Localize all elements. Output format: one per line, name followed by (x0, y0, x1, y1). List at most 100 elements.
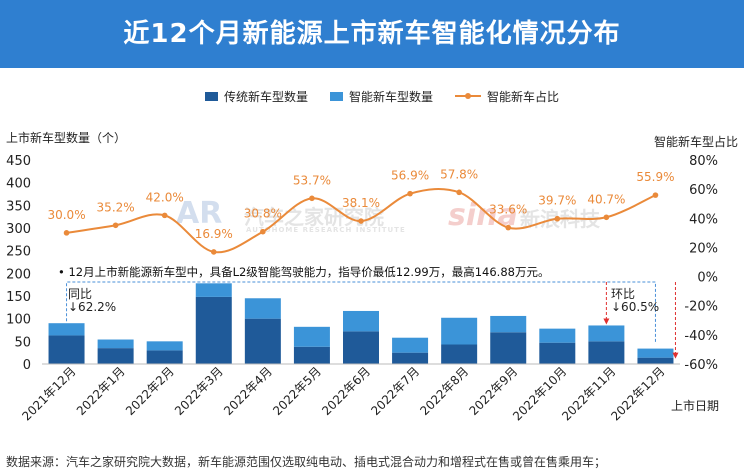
ratio-label-4: 30.8% (244, 207, 282, 221)
ratio-label-0: 30.0% (47, 208, 85, 222)
x-tick-5: 2022年5月 (270, 364, 324, 418)
bar-traditional-10 (539, 342, 576, 364)
ratio-label-5: 53.7% (293, 173, 331, 187)
ratio-label-2: 42.0% (146, 190, 184, 204)
y-left-tick-200: 200 (6, 267, 31, 282)
bar-traditional-12 (637, 357, 674, 364)
x-tick-0: 2021年12月 (19, 364, 78, 423)
bar-traditional-11 (588, 341, 625, 364)
bar-traditional-1 (97, 348, 134, 364)
ratio-point-8 (456, 189, 462, 196)
bar-traditional-5 (293, 346, 330, 364)
legend-item-smart: 智能新车型数量 (330, 88, 433, 105)
y-left-tick-0: 0 (23, 358, 31, 373)
ratio-point-1 (112, 222, 119, 229)
legend-label-traditional: 传统新车型数量 (224, 89, 309, 104)
ratio-label-11: 40.7% (587, 192, 625, 206)
y-left-tick-50: 50 (14, 335, 31, 350)
ratio-point-4 (260, 228, 266, 235)
y-right-tick-6: -40% (684, 329, 718, 344)
bar-smart-3 (195, 283, 232, 297)
y-axis-right-label: 智能新车型占比 (653, 135, 738, 149)
legend: 传统新车型数量 智能新车型数量 智能新车占比 (205, 87, 559, 105)
x-tick-6: 2022年6月 (319, 364, 373, 418)
ratio-point-5 (309, 195, 315, 202)
ratio-label-8: 57.8% (440, 167, 478, 181)
bar-traditional-8 (441, 344, 478, 364)
y-left-tick-300: 300 (6, 222, 31, 237)
bar-smart-4 (244, 298, 281, 319)
legend-swatch-traditional (205, 91, 218, 101)
y-left-tick-250: 250 (6, 245, 31, 260)
y-right-tick-1: 60% (689, 183, 718, 198)
chart-note: • 12月上市新能源新车型中，具备L2级智能驾驶能力，指导价最低12.99万，最… (58, 265, 550, 279)
ratio-point-7 (407, 190, 413, 197)
ratio-label-1: 35.2% (97, 200, 135, 214)
x-tick-3: 2022年3月 (172, 364, 226, 418)
ratio-point-11 (603, 214, 610, 221)
legend-label-ratio: 智能新车占比 (487, 89, 560, 104)
ratio-label-6: 38.1% (342, 196, 380, 210)
bar-traditional-2 (146, 350, 183, 364)
bar-traditional-7 (392, 352, 429, 364)
bar-smart-7 (392, 337, 429, 353)
y-right-tick-5: -20% (684, 300, 718, 315)
bar-smart-8 (441, 317, 478, 345)
ratio-point-2 (161, 212, 168, 219)
x-tick-1: 2022年1月 (74, 364, 128, 418)
x-axis-label: 上市日期 (671, 399, 720, 413)
x-axis-categories: 2021年12月2022年1月2022年2月2022年3月2022年4月2022… (19, 364, 667, 423)
ratio-point-6 (358, 218, 364, 224)
x-tick-2: 2022年2月 (123, 364, 177, 418)
mom-label: 环比 (611, 287, 636, 301)
y-right-tick-4: 0% (697, 271, 718, 286)
ratio-point-3 (210, 249, 217, 255)
ratio-point-10 (554, 215, 561, 222)
bar-traditional-9 (490, 332, 527, 364)
ratio-label-12: 55.9% (636, 170, 674, 184)
chart-title: 近12个月新能源上市新车智能化情况分布 (0, 0, 744, 68)
ratio-point-12 (652, 192, 659, 198)
y-left-tick-400: 400 (6, 177, 31, 192)
x-tick-9: 2022年9月 (466, 364, 520, 418)
y-left-tick-150: 150 (6, 290, 31, 305)
bar-traditional-0 (48, 335, 85, 364)
x-tick-4: 2022年4月 (221, 364, 275, 418)
bar-smart-9 (490, 315, 527, 333)
bar-traditional-3 (195, 296, 232, 364)
y-left-tick-350: 350 (6, 199, 31, 214)
annotation-lines (66, 281, 679, 359)
legend-swatch-ratio (455, 91, 482, 101)
bar-smart-6 (343, 310, 379, 332)
y-axis-left-label: 上市新车型数量（个） (6, 131, 127, 145)
bars-group (42, 283, 680, 365)
x-tick-7: 2022年7月 (368, 364, 422, 418)
bar-smart-5 (293, 326, 330, 347)
ratio-label-7: 56.9% (391, 169, 429, 183)
yoy-value: ↓62.2% (68, 300, 117, 314)
ratio-point-0 (63, 230, 70, 236)
data-source: 数据来源：汽车之家研究院大数据，新车能源范围仅选取纯电动、插电式混合动力和增程式… (6, 455, 607, 469)
x-tick-8: 2022年8月 (417, 364, 471, 418)
bar-smart-10 (539, 328, 576, 343)
y-right-tick-7: -60% (684, 358, 718, 373)
bar-smart-2 (146, 341, 183, 351)
y-right-tick-0: 80% (689, 154, 718, 169)
y-left-tick-450: 450 (6, 154, 31, 169)
legend-item-traditional: 传统新车型数量 (205, 88, 308, 105)
yoy-label: 同比 (68, 287, 93, 301)
y-axis-left: 0 50 100 150 200 250 300 350 400 450 (6, 154, 31, 373)
ratio-point-9 (505, 224, 512, 231)
bar-smart-12 (637, 348, 674, 358)
bar-smart-11 (588, 325, 625, 342)
y-right-tick-2: 40% (689, 212, 718, 227)
y-axis-right: 80% 60% 40% 20% 0% -20% -40% -60% (684, 154, 718, 373)
yoy-arrow-head (672, 352, 679, 359)
ratio-label-9: 33.6% (489, 203, 527, 217)
y-left-tick-100: 100 (6, 313, 31, 328)
ratio-label-10: 39.7% (538, 194, 576, 208)
mom-arrow-head (603, 318, 610, 325)
y-right-tick-3: 20% (689, 241, 718, 256)
ratio-label-3: 16.9% (195, 227, 233, 241)
